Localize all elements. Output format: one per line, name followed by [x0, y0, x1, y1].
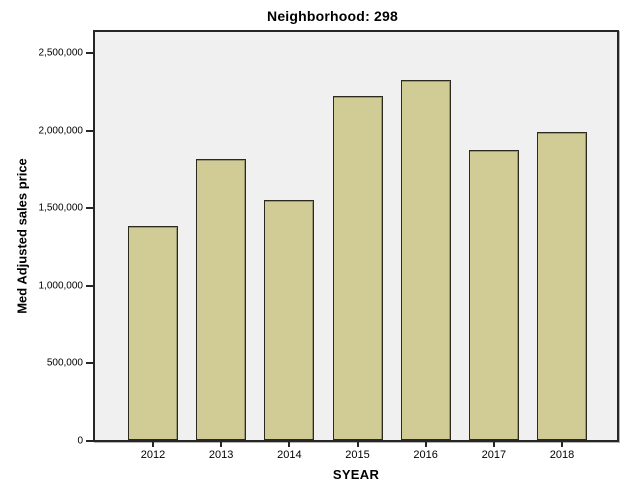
x-tick-mark-2017: [492, 442, 495, 447]
bar-2013: [196, 159, 247, 440]
x-tick-mark-2012: [152, 442, 154, 447]
bar-2017: [468, 150, 519, 440]
y-tick-mark-1,000,000: [86, 284, 93, 287]
y-tick-label-1,000,000: 1,000,000: [38, 280, 84, 292]
bar-2012: [128, 226, 178, 440]
y-tick-label-500,000: 500,000: [46, 357, 83, 369]
bar-2016: [400, 80, 451, 440]
x-tick-mark-2015: [356, 442, 359, 447]
x-tick-label-2012: 2012: [140, 449, 166, 461]
x-tick-mark-2013: [220, 442, 223, 447]
x-tick-label-2015: 2015: [345, 449, 370, 461]
x-tick-mark-2014: [288, 442, 291, 447]
chart-title: Neighborhood: 298: [267, 8, 398, 24]
y-tick-mark-1,500,000: [86, 207, 93, 210]
y-tick-mark-0: [86, 440, 93, 442]
x-tick-mark-2016: [424, 442, 427, 447]
y-tick-label-2,000,000: 2,000,000: [38, 125, 84, 137]
x-tick-label-2017: 2017: [481, 449, 507, 461]
y-tick-mark-2,500,000: [86, 52, 93, 55]
y-tick-label-2,500,000: 2,500,000: [38, 47, 84, 59]
x-tick-label-2013: 2013: [208, 449, 234, 461]
x-tick-label-2018: 2018: [549, 449, 575, 461]
x-tick-label-2016: 2016: [413, 449, 438, 461]
x-axis-title: SYEAR: [332, 467, 380, 482]
bar-2018: [537, 131, 588, 440]
plot-area: [93, 30, 619, 442]
bar-2014: [264, 199, 315, 440]
y-tick-label-0: 0: [77, 435, 83, 447]
x-tick-label-2014: 2014: [277, 449, 302, 461]
y-tick-label-1,500,000: 1,500,000: [38, 202, 84, 214]
x-tick-mark-2018: [561, 442, 564, 447]
bar-2015: [332, 95, 383, 440]
y-tick-mark-500,000: [86, 362, 93, 365]
y-tick-mark-2,000,000: [86, 129, 93, 132]
